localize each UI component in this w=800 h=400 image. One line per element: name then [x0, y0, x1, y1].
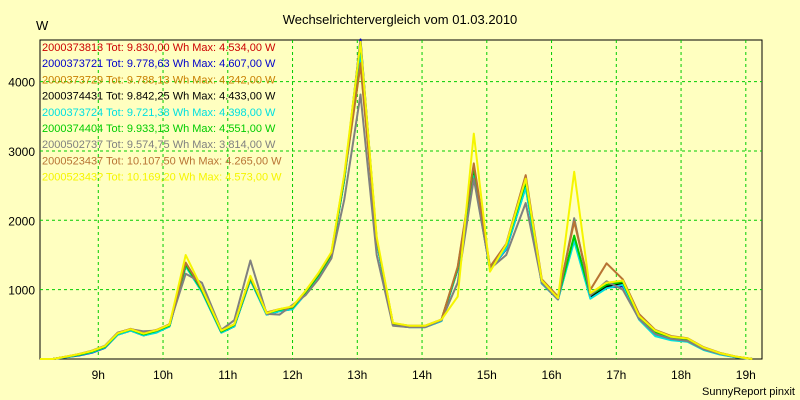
y-tick-label: 2000 — [8, 214, 35, 228]
x-tick-label: 9h — [92, 368, 105, 382]
y-tick-label: 3000 — [8, 145, 35, 159]
legend-entry-9: 200052343? Tot: 10.169,20 Wh Max: 4.573,… — [42, 172, 282, 184]
y-axis-label: W — [36, 18, 49, 33]
x-tick-label: 19h — [736, 368, 756, 382]
series-line-9 — [40, 40, 753, 360]
series-line-7 — [40, 93, 753, 360]
legend-entry-3: 2000373729 Tot: 9.788,13 Wh Max: 4.242,0… — [42, 74, 276, 86]
legend-entry-4: 2000374431 Tot: 9.842,25 Wh Max: 4.433,0… — [42, 91, 276, 103]
series-lines — [40, 38, 753, 360]
legend-entry-5: 2000373724 Tot: 9.721,38 Wh Max: 4.398,0… — [42, 107, 276, 119]
y-axis-ticks: 1000 2000 3000 4000 — [8, 76, 35, 298]
footer-credit: SunnyReport pinxit — [702, 386, 795, 398]
y-tick-label: 4000 — [8, 76, 35, 90]
x-tick-label: 13h — [347, 368, 367, 382]
x-tick-label: 15h — [477, 368, 497, 382]
chart-title: Wechselrichtervergleich vom 01.03.2010 — [283, 12, 518, 27]
legend-entry-2: 2000373721 Tot: 9.778,63 Wh Max: 4.607,0… — [42, 58, 276, 70]
legend-entry-6: 2000374404 Tot: 9.933,13 Wh Max: 4.551,0… — [42, 123, 276, 135]
x-tick-label: 17h — [606, 368, 626, 382]
y-tick-label: 1000 — [8, 284, 35, 298]
x-tick-label: 14h — [412, 368, 432, 382]
legend-entry-1: 2000373813 Tot: 9.830,00 Wh Max: 4.534,0… — [42, 42, 276, 54]
legend: 2000373813 Tot: 9.830,00 Wh Max: 4.534,0… — [42, 42, 282, 184]
x-tick-label: 11h — [218, 368, 237, 382]
x-tick-label: 18h — [671, 368, 691, 382]
plot-area — [39, 39, 763, 360]
legend-entry-7: 2000502737 Tot: 9.574,75 Wh Max: 3.814,0… — [42, 139, 276, 151]
x-tick-label: 12h — [283, 368, 303, 382]
x-axis-ticks: 9h 10h 11h 12h 13h 14h 15h 16h 17h 18h 19h — [92, 368, 756, 382]
x-tick-label: 16h — [542, 368, 562, 382]
x-tick-label: 10h — [153, 368, 173, 382]
legend-entry-8: 2000523437 Tot: 10.107,50 Wh Max: 4.265,… — [42, 155, 282, 167]
